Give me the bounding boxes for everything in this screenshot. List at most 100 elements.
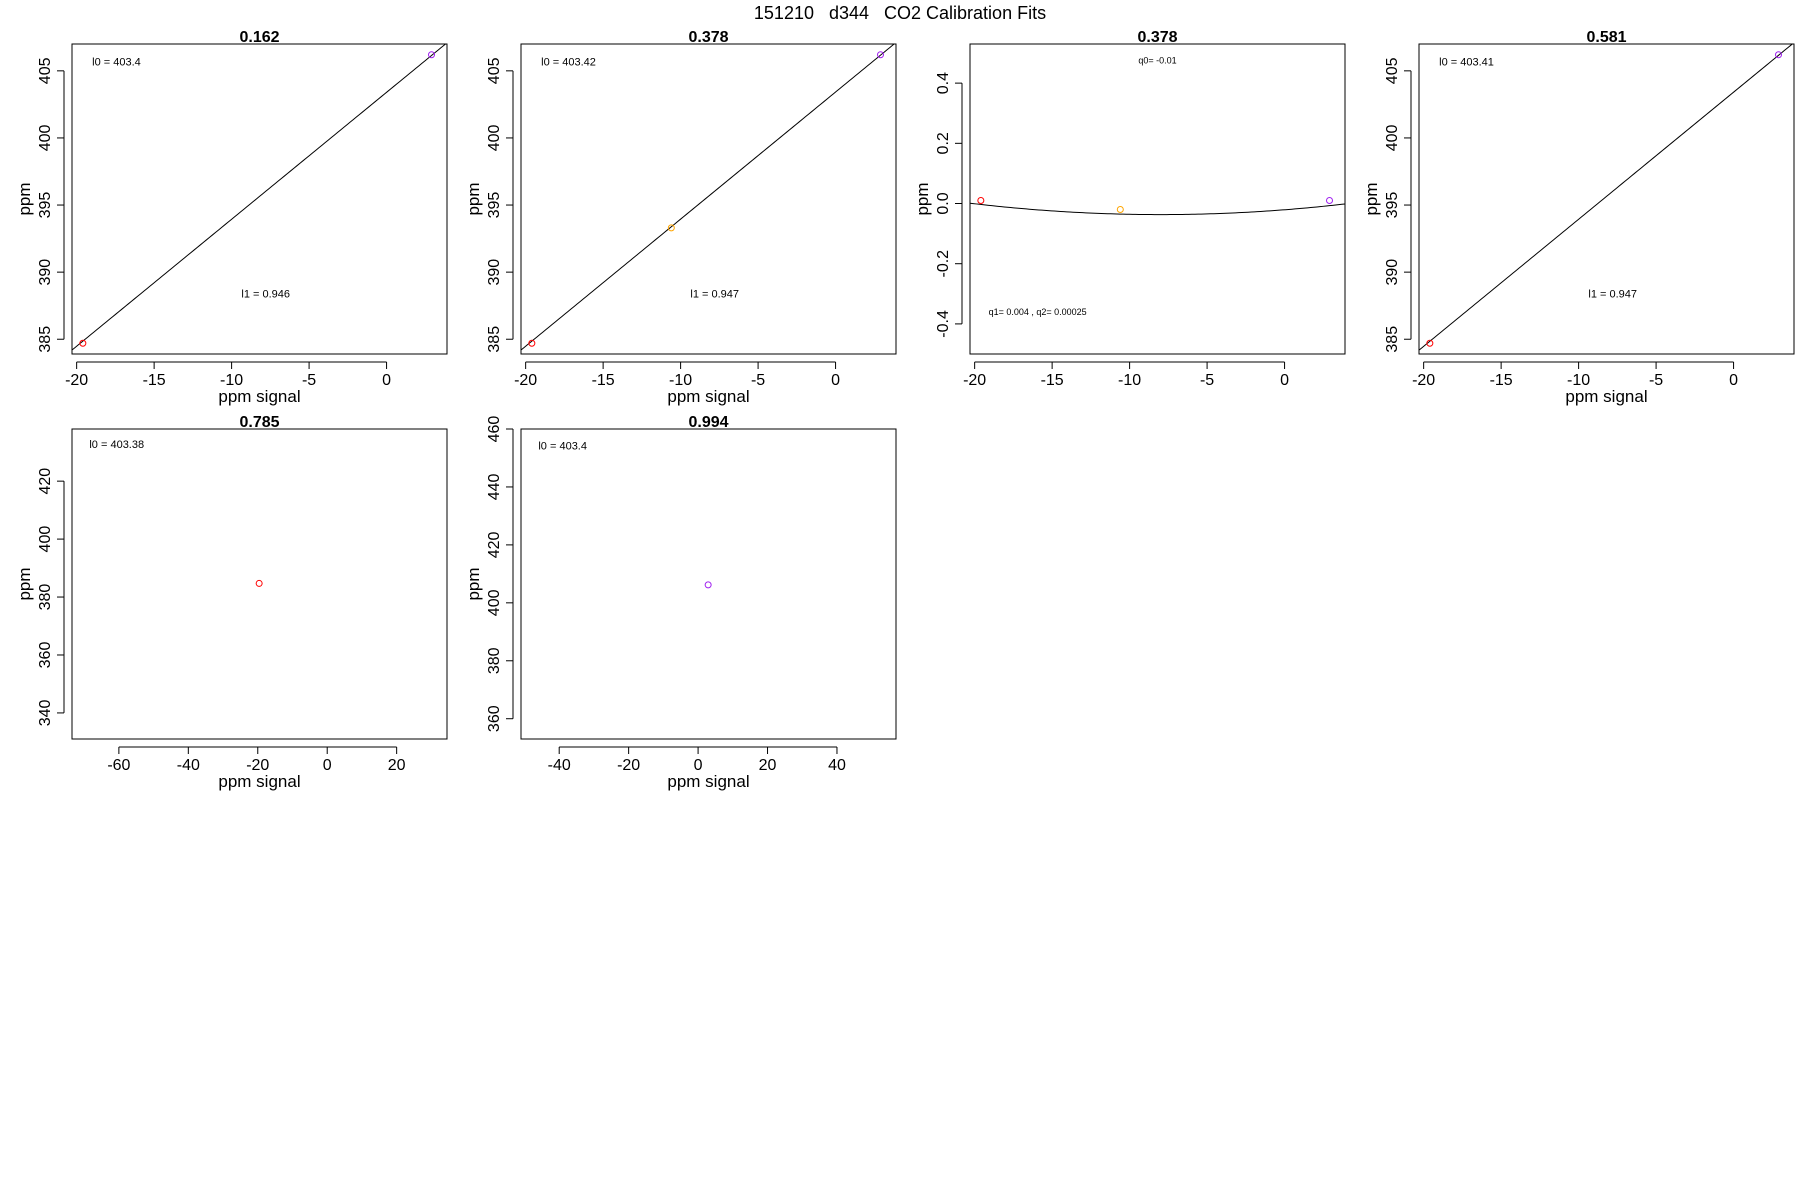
data-point (1116, 206, 1124, 214)
panel-title: 0.785 (239, 414, 279, 431)
y-tick-label: 400 (1384, 124, 1401, 151)
panel-title: 0.994 (688, 414, 728, 431)
y-tick-label: 400 (486, 589, 503, 616)
x-axis-label: ppm signal (667, 772, 749, 791)
y-tick-label: 405 (486, 57, 503, 84)
plot-frame (520, 43, 897, 355)
page-title: 151210 d344 CO2 Calibration Fits (753, 3, 1047, 23)
y-tick-label: 420 (486, 531, 503, 558)
x-tick-label: -20 (617, 757, 640, 774)
data-point (1775, 51, 1783, 59)
fit-annotation: l0 = 403.38 (89, 439, 144, 451)
plot-frame (1418, 43, 1795, 355)
x-tick-label: 40 (828, 757, 846, 774)
y-tick-label: 380 (486, 647, 503, 674)
y-tick-label: 360 (486, 705, 503, 732)
x-tick-label: -5 (1649, 372, 1663, 389)
x-tick-label: -15 (592, 372, 615, 389)
fit-annotation: l0 = 403.42 (541, 56, 596, 68)
y-tick-label: 385 (1384, 326, 1401, 353)
x-tick-label: -5 (302, 372, 316, 389)
y-tick-label: 385 (37, 326, 54, 353)
y-axis-label: ppm (15, 567, 34, 600)
fit-annotation: l0 = 403.4 (538, 440, 587, 452)
fit-line (970, 202, 1345, 216)
x-tick-label: 0 (1729, 372, 1738, 389)
x-tick-label: -10 (220, 372, 243, 389)
fit-line (521, 44, 895, 351)
x-tick-label: 0 (694, 757, 703, 774)
panel-5: 0.785 -60 -40 -20 0 20 ppm signal 340 360 380 400 4… (15, 414, 448, 791)
y-axis-label: ppm (15, 182, 34, 215)
data-point (428, 51, 436, 59)
x-axis-label: ppm signal (218, 387, 300, 406)
plot-frame (520, 428, 897, 740)
x-tick-label: 20 (388, 757, 406, 774)
x-tick-label: -10 (1567, 372, 1590, 389)
y-tick-label: 420 (37, 468, 54, 495)
y-tick-label: -0.2 (935, 250, 952, 278)
panel-1: 0.162 -20 -15 -10 -5 0 ppm signal 385 390 395 400 4… (15, 29, 448, 406)
fit-annotation: l0 = 403.4 (92, 56, 141, 68)
data-point (255, 579, 263, 587)
x-tick-label: -5 (1200, 372, 1214, 389)
fit-annotation: l1 = 0.946 (241, 289, 290, 301)
y-tick-label: 360 (37, 642, 54, 669)
y-tick-label: 395 (486, 192, 503, 219)
data-point (977, 197, 985, 205)
x-axis-label: ppm signal (218, 772, 300, 791)
data-point (704, 581, 712, 589)
panel-6: 0.994 -40 -20 0 20 40 ppm signal 360 380 400 420 44… (464, 414, 897, 791)
y-axis-label: ppm (464, 567, 483, 600)
y-tick-label: 390 (37, 259, 54, 286)
x-tick-label: -20 (1412, 372, 1435, 389)
plot-frame (71, 43, 448, 355)
y-tick-label: 380 (37, 584, 54, 611)
panel-title: 0.581 (1586, 29, 1626, 46)
x-axis-label: ppm signal (667, 387, 749, 406)
x-tick-label: -20 (65, 372, 88, 389)
panel-title: 0.378 (688, 29, 728, 46)
y-tick-label: 0.4 (935, 72, 952, 94)
x-tick-label: 0 (382, 372, 391, 389)
y-tick-label: 440 (486, 473, 503, 500)
y-tick-label: 405 (1384, 57, 1401, 84)
fit-line (72, 44, 447, 351)
y-tick-label: 385 (486, 326, 503, 353)
y-tick-label: 400 (37, 526, 54, 553)
panel-2: 0.378 -20 -15 -10 -5 0 ppm signal 385 390 395 400 4… (464, 29, 897, 406)
fit-annotation: l1 = 0.947 (690, 289, 739, 301)
x-tick-label: -15 (143, 372, 166, 389)
panel-4: 0.581 -20 -15 -10 -5 0 ppm signal 385 390 395 400 4… (1362, 29, 1795, 406)
x-tick-label: -5 (751, 372, 765, 389)
data-point (877, 51, 885, 59)
y-tick-label: 400 (486, 124, 503, 151)
y-tick-label: 405 (37, 57, 54, 84)
fit-annotation: l1 = 0.947 (1588, 289, 1637, 301)
x-tick-label: -10 (669, 372, 692, 389)
x-tick-label: -60 (107, 757, 130, 774)
x-tick-label: -20 (514, 372, 537, 389)
plot-frame (969, 43, 1346, 355)
y-axis-label: ppm (464, 182, 483, 215)
y-tick-label: 395 (37, 192, 54, 219)
y-tick-label: 0.0 (935, 192, 952, 214)
panel-title: 0.162 (239, 29, 279, 46)
x-tick-label: -20 (246, 757, 269, 774)
x-tick-label: -10 (1118, 372, 1141, 389)
fit-annotation: q0= -0.01 (1138, 56, 1176, 66)
data-point (1426, 339, 1434, 347)
panel-3: 0.378 -20 -15 -10 -5 0 -0.4 -0.2 0.0 0.2 0.4 ppm q0=… (913, 29, 1346, 389)
y-tick-label: 460 (486, 416, 503, 443)
data-point (528, 339, 536, 347)
fit-line (1419, 44, 1794, 351)
x-tick-label: 0 (831, 372, 840, 389)
data-point (79, 339, 87, 347)
y-tick-label: 340 (37, 699, 54, 726)
x-tick-label: 0 (323, 757, 332, 774)
x-tick-label: -40 (548, 757, 571, 774)
y-tick-label: 390 (486, 259, 503, 286)
x-axis-label: ppm signal (1565, 387, 1647, 406)
y-axis-label: ppm (1362, 182, 1381, 215)
